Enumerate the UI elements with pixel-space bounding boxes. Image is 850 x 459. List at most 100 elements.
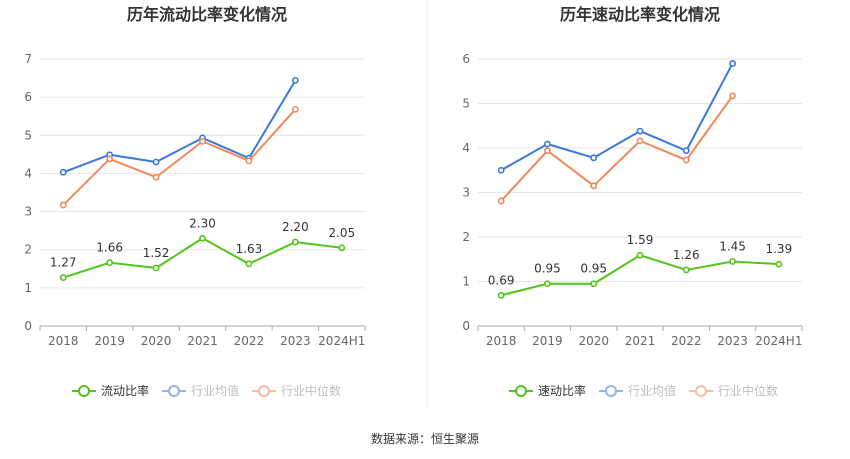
industry-median-data-point [636,137,644,145]
y-tick-label: 4 [24,166,32,180]
industry-mean-series-line [500,62,734,172]
y-tick-label: 3 [24,205,32,219]
y-tick-label: 6 [462,52,470,66]
legend-item-industry-mean[interactable]: 行业均值 [162,383,239,398]
data-label: 1.66 [96,241,123,255]
primary-data-point [682,266,690,274]
x-tick-label: 2018 [486,334,517,348]
y-tick-label: 5 [24,128,32,142]
data-label: 2.20 [282,220,309,234]
legend-item-industry-mean[interactable]: 行业均值 [599,383,676,398]
industry-mean-data-point [544,140,551,148]
primary-data-point [497,291,505,299]
legend-label: 行业中位数 [718,383,778,398]
chart-title: 历年流动比率变化情况 [127,5,287,24]
data-label: 1.45 [719,239,746,253]
y-tick-label: 2 [462,230,470,244]
x-tick-label: 2023 [280,334,311,348]
industry-median-data-point [544,147,551,155]
legend-item-industry-median[interactable]: 行业中位数 [252,383,341,398]
x-tick-label: 2024H1 [755,334,802,348]
primary-data-point [106,259,114,267]
industry-mean-data-point [497,166,505,174]
legend-label: 行业均值 [628,383,676,398]
primary-data-point [199,234,206,242]
y-tick-label: 5 [462,97,470,111]
x-tick-label: 2023 [717,334,748,348]
primary-data-point [590,280,598,288]
data-label: 1.39 [765,242,792,256]
y-tick-label: 0 [462,319,470,333]
industry-mean-data-point [729,60,736,67]
y-tick-label: 1 [24,281,32,295]
industry-mean-data-point [682,147,690,155]
primary-data-point [775,260,783,268]
x-tick-label: 2022 [671,334,702,348]
y-tick-label: 1 [462,275,470,289]
legend-label: 速动比率 [538,383,586,398]
data-label: 2.05 [328,226,355,240]
primary-data-point [636,251,644,259]
x-tick-label: 2020 [578,334,609,348]
industry-median-series-line [62,108,297,206]
industry-median-data-point [106,155,114,163]
data-label: 1.26 [673,248,700,262]
industry-median-data-point [152,173,160,181]
data-label: 0.69 [488,273,515,287]
legend-label: 行业中位数 [281,383,341,398]
legend-marker-icon [258,385,270,397]
industry-median-data-point [245,157,253,165]
primary-data-point [59,274,67,281]
legend-label: 流动比率 [101,383,149,398]
x-tick-label: 2021 [187,334,218,348]
x-tick-label: 2019 [94,334,125,348]
primary-data-point [338,244,346,252]
industry-median-data-point [497,197,505,205]
x-tick-label: 2024H1 [318,334,365,348]
primary-data-point [291,238,299,246]
primary-data-point [729,258,736,265]
y-tick-label: 7 [24,52,32,66]
x-tick-label: 2022 [234,334,265,348]
data-label: 0.95 [580,262,607,276]
legend-marker-icon [78,385,90,397]
x-tick-label: 2021 [625,334,656,348]
industry-median-data-point [729,92,736,100]
quick-ratio-chart: 历年速动比率变化情况 0 1 2 3 4 5 6 2018 2019 2020 2021 2022 202… [462,5,803,398]
industry-median-data-point [199,137,206,145]
x-tick-label: 2018 [48,334,79,348]
y-tick-label: 2 [24,243,32,257]
industry-mean-data-point [59,168,67,176]
industry-mean-data-point [636,127,644,135]
legend-marker-icon [695,385,707,397]
legend-item-primary[interactable]: 流动比率 [72,383,149,398]
data-label: 1.63 [236,242,263,256]
legend-label: 行业均值 [191,383,239,398]
legend-item-primary[interactable]: 速动比率 [509,383,586,398]
y-tick-label: 6 [24,90,32,104]
x-tick-label: 2020 [141,334,172,348]
legend-item-industry-median[interactable]: 行业中位数 [689,383,778,398]
data-label: 1.27 [50,256,77,270]
primary-data-point [544,280,551,288]
data-label: 0.95 [534,262,561,276]
primary-data-point [152,264,160,272]
current-ratio-chart: 历年流动比率变化情况 0 1 2 3 4 5 6 7 2018 2019 2020 2021 2022 20… [24,5,366,398]
industry-mean-data-point [590,154,598,162]
y-tick-label: 4 [462,141,470,155]
industry-median-data-point [682,156,690,164]
y-tick-label: 3 [462,186,470,200]
data-label: 1.52 [143,246,170,260]
legend-marker-icon [515,385,527,397]
industry-median-data-point [590,182,598,190]
industry-median-data-point [291,105,299,113]
industry-median-data-point [59,201,67,209]
source-note: 数据来源：恒生聚源 [371,431,479,446]
data-label: 2.30 [189,216,216,230]
industry-median-series-line [500,95,734,202]
industry-mean-data-point [152,158,160,166]
chart-title: 历年速动比率变化情况 [560,5,720,24]
legend-marker-icon [605,385,617,397]
legend-marker-icon [168,385,180,397]
